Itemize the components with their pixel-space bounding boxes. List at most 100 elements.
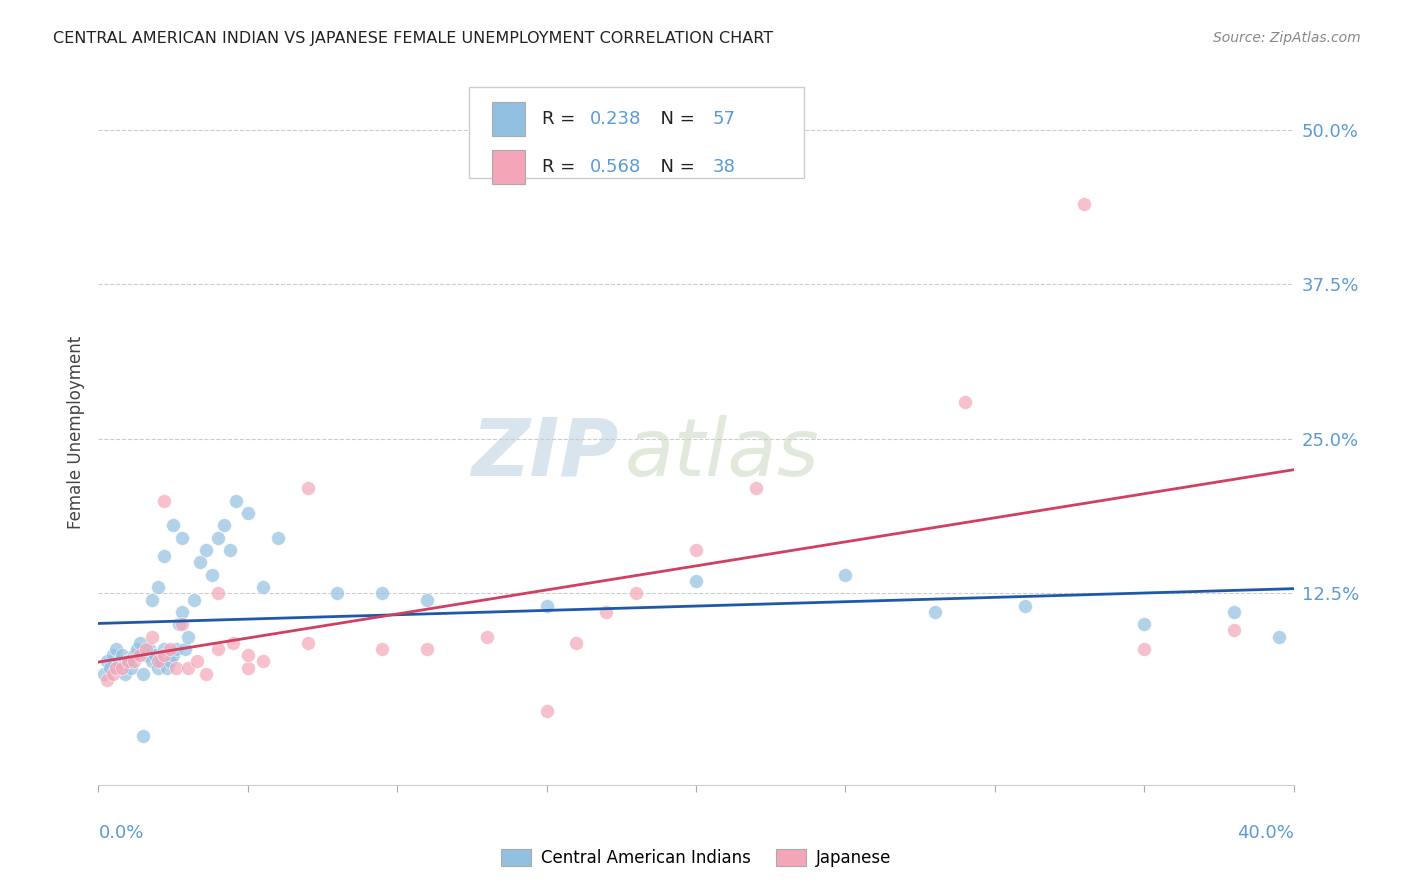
Text: N =: N = — [650, 158, 700, 176]
Text: N =: N = — [650, 110, 700, 128]
Point — [252, 580, 274, 594]
Point — [595, 605, 617, 619]
FancyBboxPatch shape — [470, 87, 804, 178]
Point — [172, 605, 194, 619]
Point — [153, 549, 176, 564]
Bar — [492, 150, 524, 184]
Point — [536, 704, 558, 718]
Point — [626, 586, 648, 600]
Point — [207, 531, 229, 545]
Point — [565, 636, 588, 650]
Point — [1014, 599, 1036, 613]
Point — [93, 666, 115, 681]
Text: 0.0%: 0.0% — [98, 824, 143, 842]
Point — [236, 660, 259, 674]
Point — [167, 617, 190, 632]
Point — [124, 654, 146, 668]
Point — [297, 481, 319, 495]
Text: atlas: atlas — [624, 415, 820, 492]
Point — [186, 654, 208, 668]
Point — [188, 556, 211, 570]
Point — [143, 648, 166, 662]
Point — [236, 506, 259, 520]
Point — [177, 660, 200, 674]
Point — [153, 642, 176, 657]
Point — [96, 654, 118, 668]
Point — [111, 660, 134, 674]
Point — [159, 654, 181, 668]
Point — [953, 394, 976, 409]
Point — [685, 543, 707, 558]
Point — [195, 543, 218, 558]
Point — [105, 660, 128, 674]
Point — [108, 654, 131, 668]
Point — [114, 666, 136, 681]
Point — [127, 642, 149, 657]
Point — [148, 654, 170, 668]
Point — [195, 666, 218, 681]
Legend: Central American Indians, Japanese: Central American Indians, Japanese — [494, 843, 898, 874]
Point — [117, 654, 139, 668]
Text: 0.238: 0.238 — [589, 110, 641, 128]
Point — [132, 666, 155, 681]
Point — [475, 630, 498, 644]
Point — [135, 642, 157, 657]
Bar — [492, 102, 524, 136]
Point — [685, 574, 707, 588]
Point — [207, 586, 229, 600]
Point — [172, 531, 194, 545]
Point — [120, 660, 142, 674]
Point — [1223, 605, 1246, 619]
Point — [1267, 630, 1289, 644]
Point — [536, 599, 558, 613]
Point — [165, 642, 187, 657]
Point — [219, 543, 242, 558]
Point — [159, 642, 181, 657]
Point — [297, 636, 319, 650]
Point — [924, 605, 946, 619]
Point — [416, 592, 439, 607]
Point — [98, 660, 122, 674]
Point — [326, 586, 349, 600]
Point — [267, 531, 290, 545]
Point — [141, 654, 163, 668]
Point — [183, 592, 205, 607]
Point — [162, 518, 184, 533]
Point — [371, 586, 394, 600]
Point — [177, 630, 200, 644]
Point — [150, 654, 173, 668]
Point — [96, 673, 118, 687]
Point — [153, 648, 176, 662]
Point — [416, 642, 439, 657]
Point — [103, 648, 125, 662]
Point — [212, 518, 235, 533]
Point — [174, 642, 197, 657]
Text: R =: R = — [541, 110, 581, 128]
Point — [148, 660, 170, 674]
Text: 0.568: 0.568 — [589, 158, 641, 176]
Point — [201, 567, 224, 582]
Point — [1133, 642, 1156, 657]
Text: 57: 57 — [713, 110, 735, 128]
Point — [135, 648, 157, 662]
Point — [162, 648, 184, 662]
Point — [129, 636, 152, 650]
Point — [124, 648, 146, 662]
Text: ZIP: ZIP — [471, 415, 619, 492]
Text: Source: ZipAtlas.com: Source: ZipAtlas.com — [1213, 31, 1361, 45]
Point — [132, 729, 155, 743]
Point — [1133, 617, 1156, 632]
Text: 38: 38 — [713, 158, 735, 176]
Point — [222, 636, 245, 650]
Point — [141, 630, 163, 644]
Y-axis label: Female Unemployment: Female Unemployment — [66, 336, 84, 529]
Point — [111, 648, 134, 662]
Point — [834, 567, 856, 582]
Point — [225, 493, 247, 508]
Point — [172, 617, 194, 632]
Text: R =: R = — [541, 158, 581, 176]
Point — [165, 660, 187, 674]
Point — [156, 660, 179, 674]
Point — [153, 493, 176, 508]
Point — [1223, 624, 1246, 638]
